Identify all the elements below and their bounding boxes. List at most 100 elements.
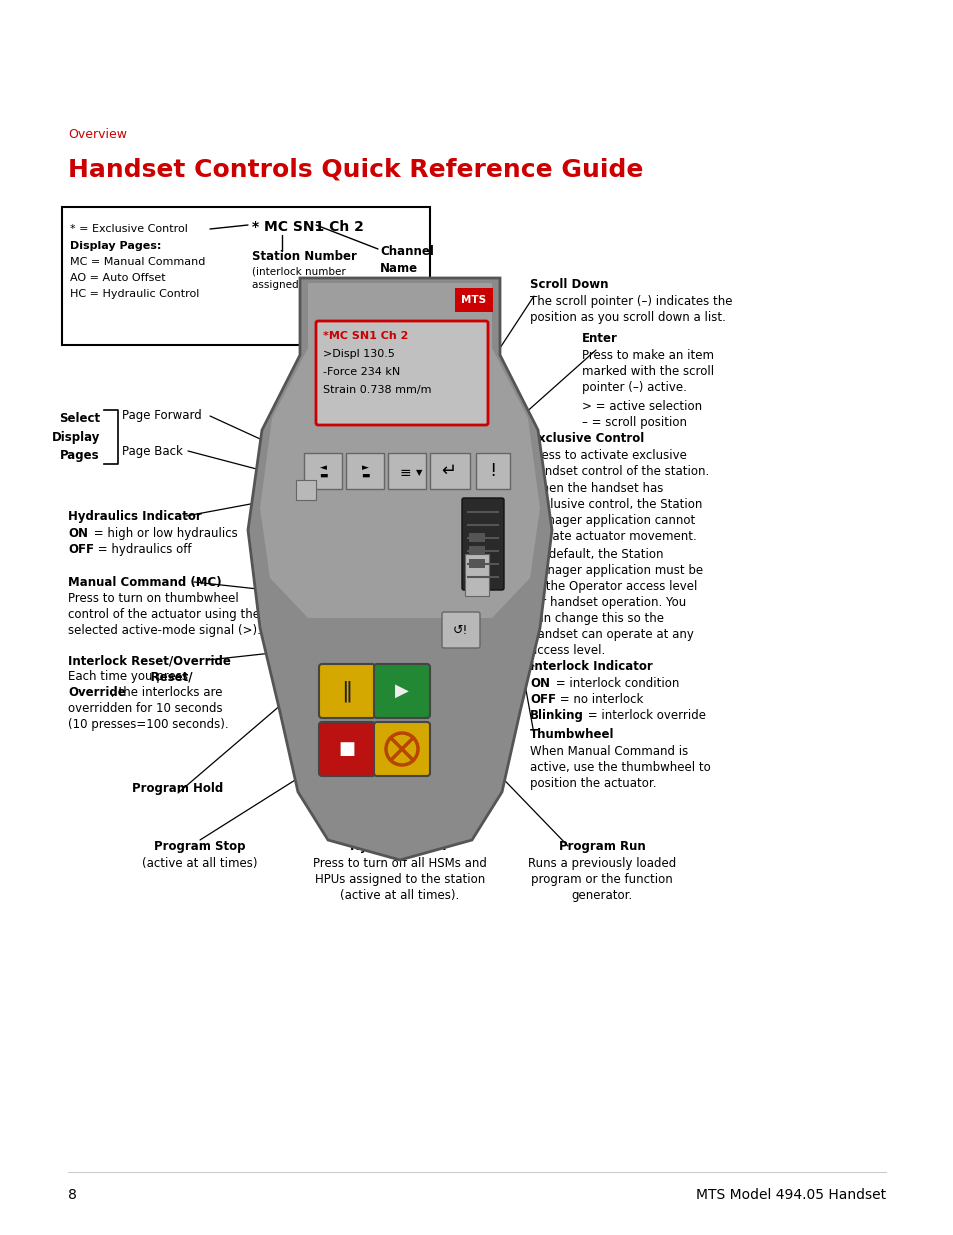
Text: for handset operation. You: for handset operation. You bbox=[530, 597, 685, 609]
Text: Override: Override bbox=[68, 685, 126, 699]
Text: Channel
Name: Channel Name bbox=[379, 245, 434, 275]
Text: > = active selection: > = active selection bbox=[581, 400, 701, 412]
Bar bbox=[469, 546, 484, 555]
Text: The scroll pointer (–) indicates the: The scroll pointer (–) indicates the bbox=[530, 295, 732, 308]
Text: Handset Controls Quick Reference Guide: Handset Controls Quick Reference Guide bbox=[68, 158, 642, 182]
Text: Press to activate exclusive: Press to activate exclusive bbox=[530, 450, 686, 462]
Text: >Displ 130.5: >Displ 130.5 bbox=[323, 350, 395, 359]
Text: ▼: ▼ bbox=[416, 468, 422, 478]
Text: (10 presses=100 seconds).: (10 presses=100 seconds). bbox=[68, 718, 229, 731]
Text: = no interlock: = no interlock bbox=[556, 693, 642, 706]
Text: Program Stop: Program Stop bbox=[154, 840, 246, 853]
Text: * = Exclusive Control: * = Exclusive Control bbox=[70, 224, 188, 233]
Text: Display Pages:: Display Pages: bbox=[70, 241, 161, 251]
FancyBboxPatch shape bbox=[318, 722, 375, 776]
Text: overridden for 10 seconds: overridden for 10 seconds bbox=[68, 701, 222, 715]
Text: Press to turn on thumbwheel: Press to turn on thumbwheel bbox=[68, 592, 238, 605]
Text: When Manual Command is: When Manual Command is bbox=[530, 745, 687, 758]
Text: * MC SN1 Ch 2: * MC SN1 Ch 2 bbox=[252, 220, 363, 233]
Text: – = scroll position: – = scroll position bbox=[581, 416, 686, 429]
Text: = high or low hydraulics: = high or low hydraulics bbox=[90, 527, 237, 540]
Bar bbox=[430, 453, 470, 489]
Text: Hydraulics Indicator: Hydraulics Indicator bbox=[68, 510, 201, 522]
Text: Station Number: Station Number bbox=[252, 249, 356, 263]
Text: Overview: Overview bbox=[68, 128, 127, 141]
Text: Hydraulics OFF: Hydraulics OFF bbox=[350, 840, 450, 853]
Polygon shape bbox=[248, 278, 552, 860]
Text: Manager application cannot: Manager application cannot bbox=[530, 514, 695, 527]
Bar bbox=[469, 559, 484, 568]
Bar bbox=[295, 480, 315, 500]
Text: ■: ■ bbox=[338, 740, 355, 758]
Text: ◄
▬: ◄ ▬ bbox=[318, 463, 327, 479]
Text: When the handset has: When the handset has bbox=[530, 482, 662, 495]
Text: Interlock Indicator: Interlock Indicator bbox=[530, 659, 652, 673]
Text: ▶: ▶ bbox=[395, 682, 409, 700]
Bar bbox=[346, 453, 384, 489]
Text: Blinking: Blinking bbox=[530, 709, 583, 722]
Text: selected active-mode signal (>).: selected active-mode signal (>). bbox=[68, 624, 260, 637]
FancyBboxPatch shape bbox=[315, 321, 488, 425]
Text: OFF: OFF bbox=[530, 693, 556, 706]
Text: Manual Command (MC): Manual Command (MC) bbox=[68, 576, 221, 589]
Text: = hydraulics off: = hydraulics off bbox=[94, 543, 192, 556]
Text: By default, the Station: By default, the Station bbox=[530, 548, 662, 561]
Bar bbox=[469, 534, 484, 542]
Text: (active at all times): (active at all times) bbox=[142, 857, 257, 869]
Polygon shape bbox=[260, 283, 539, 618]
Text: Runs a previously loaded: Runs a previously loaded bbox=[527, 857, 676, 869]
Text: ↺!: ↺! bbox=[453, 624, 468, 636]
Text: Scroll Down: Scroll Down bbox=[530, 278, 608, 291]
Text: = interlock condition: = interlock condition bbox=[552, 677, 679, 690]
Text: Press to turn off all HSMs and: Press to turn off all HSMs and bbox=[313, 857, 486, 869]
Text: OFF: OFF bbox=[68, 543, 94, 556]
Text: AO = Auto Offset: AO = Auto Offset bbox=[70, 273, 166, 283]
Text: (active at all times).: (active at all times). bbox=[340, 889, 459, 902]
Text: ON: ON bbox=[530, 677, 550, 690]
Bar bbox=[304, 453, 341, 489]
Text: Strain 0.738 mm/m: Strain 0.738 mm/m bbox=[323, 385, 431, 395]
FancyBboxPatch shape bbox=[461, 498, 503, 590]
Text: ON: ON bbox=[68, 527, 88, 540]
Text: = interlock override: = interlock override bbox=[583, 709, 705, 722]
Text: Program Hold: Program Hold bbox=[132, 782, 223, 795]
Text: 8: 8 bbox=[68, 1188, 77, 1202]
Text: !: ! bbox=[489, 462, 497, 480]
Text: Press to make an item: Press to make an item bbox=[581, 350, 713, 362]
Text: Enter: Enter bbox=[581, 332, 618, 345]
Text: handset can operate at any: handset can operate at any bbox=[530, 629, 693, 641]
Text: position as you scroll down a list.: position as you scroll down a list. bbox=[530, 311, 725, 324]
Text: at the Operator access level: at the Operator access level bbox=[530, 580, 697, 593]
Text: MC = Manual Command: MC = Manual Command bbox=[70, 257, 205, 267]
Text: initiate actuator movement.: initiate actuator movement. bbox=[530, 530, 696, 543]
Text: program or the function: program or the function bbox=[531, 873, 672, 885]
Text: MTS: MTS bbox=[461, 295, 486, 305]
Text: Reset/: Reset/ bbox=[68, 671, 193, 683]
Text: ►
▬: ► ▬ bbox=[360, 463, 369, 479]
Text: Select: Select bbox=[59, 412, 100, 426]
Text: ‖: ‖ bbox=[341, 680, 353, 701]
Bar bbox=[62, 207, 430, 345]
FancyBboxPatch shape bbox=[318, 664, 375, 718]
Text: access level.: access level. bbox=[530, 643, 604, 657]
Text: Display: Display bbox=[51, 431, 100, 443]
Text: position the actuator.: position the actuator. bbox=[530, 777, 656, 790]
FancyBboxPatch shape bbox=[374, 722, 430, 776]
Bar bbox=[455, 288, 493, 312]
Text: MTS Model 494.05 Handset: MTS Model 494.05 Handset bbox=[695, 1188, 885, 1202]
Text: *MC SN1 Ch 2: *MC SN1 Ch 2 bbox=[323, 331, 408, 341]
Text: Thumbwheel: Thumbwheel bbox=[530, 727, 614, 741]
FancyBboxPatch shape bbox=[441, 613, 479, 648]
Text: marked with the scroll: marked with the scroll bbox=[581, 366, 714, 378]
Text: (interlock number
assigned to station): (interlock number assigned to station) bbox=[252, 267, 355, 290]
Text: ≡: ≡ bbox=[398, 466, 411, 480]
Text: pointer (–) active.: pointer (–) active. bbox=[581, 382, 686, 394]
Text: Pages: Pages bbox=[60, 448, 100, 462]
FancyBboxPatch shape bbox=[374, 664, 430, 718]
Bar bbox=[464, 555, 489, 597]
Text: Program Run: Program Run bbox=[558, 840, 644, 853]
Bar bbox=[388, 453, 426, 489]
Text: Exclusive Control: Exclusive Control bbox=[530, 432, 643, 445]
Bar bbox=[476, 453, 510, 489]
Text: , the interlocks are: , the interlocks are bbox=[111, 685, 222, 699]
